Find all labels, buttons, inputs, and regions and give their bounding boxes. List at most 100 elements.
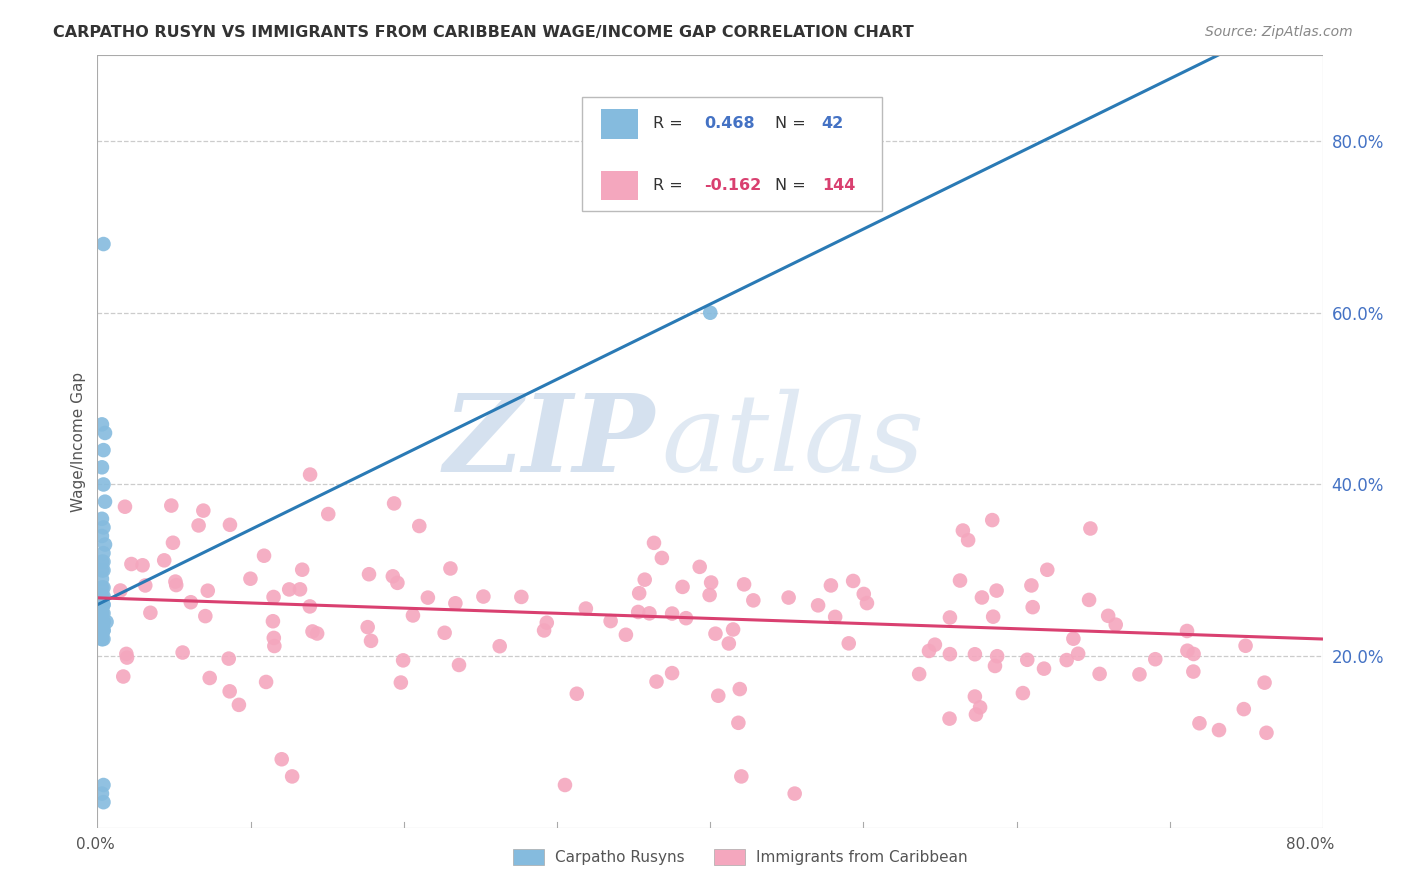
Point	[614, 628, 637, 642]
FancyBboxPatch shape	[602, 171, 638, 201]
Point	[447, 657, 470, 672]
Point	[91, 572, 114, 586]
Point	[93, 589, 115, 603]
Point	[838, 636, 860, 650]
Point	[254, 675, 277, 690]
Point	[91, 512, 114, 526]
Point	[699, 588, 721, 602]
Point	[1253, 675, 1275, 690]
Point	[627, 605, 650, 619]
Point	[416, 591, 439, 605]
Point	[852, 587, 875, 601]
Point	[162, 535, 184, 549]
Point	[643, 536, 665, 550]
Point	[91, 607, 114, 621]
Point	[263, 639, 285, 653]
Point	[778, 591, 800, 605]
Point	[472, 590, 495, 604]
Point	[288, 582, 311, 597]
Point	[1128, 667, 1150, 681]
Text: R =: R =	[652, 117, 688, 131]
Point	[842, 574, 865, 588]
Point	[1021, 600, 1043, 615]
Point	[218, 684, 240, 698]
Point	[963, 647, 986, 661]
Point	[299, 467, 322, 482]
Point	[1233, 702, 1256, 716]
Point	[91, 555, 114, 569]
Point	[433, 625, 456, 640]
Text: 80.0%: 80.0%	[1286, 838, 1334, 852]
Text: 0.0%: 0.0%	[76, 838, 115, 852]
Point	[165, 578, 187, 592]
Point	[193, 503, 215, 517]
Point	[661, 607, 683, 621]
Point	[91, 563, 114, 577]
Point	[91, 598, 114, 612]
Point	[700, 575, 723, 590]
Text: N =: N =	[775, 117, 811, 131]
Point	[93, 563, 115, 577]
Point	[392, 653, 415, 667]
Point	[969, 700, 991, 714]
Point	[389, 675, 412, 690]
Point	[93, 795, 115, 809]
Point	[984, 659, 1007, 673]
Point	[357, 620, 380, 634]
Point	[357, 567, 380, 582]
Point	[1234, 639, 1257, 653]
Point	[307, 626, 329, 640]
Point	[112, 669, 135, 683]
Point	[965, 707, 987, 722]
Point	[160, 499, 183, 513]
Point	[93, 546, 115, 560]
Point	[270, 752, 292, 766]
Point	[1080, 521, 1102, 535]
Point	[198, 671, 221, 685]
Point	[439, 561, 461, 575]
Text: CARPATHO RUSYN VS IMMIGRANTS FROM CARIBBEAN WAGE/INCOME GAP CORRELATION CHART: CARPATHO RUSYN VS IMMIGRANTS FROM CARIBB…	[53, 25, 914, 40]
Point	[408, 519, 430, 533]
Point	[575, 601, 598, 615]
Point	[981, 513, 1004, 527]
Point	[91, 417, 114, 432]
Point	[1078, 593, 1101, 607]
Point	[91, 787, 114, 801]
Point	[1021, 578, 1043, 592]
Point	[91, 581, 114, 595]
Point	[628, 586, 651, 600]
Point	[986, 649, 1008, 664]
Point	[91, 460, 114, 475]
Text: Carpatho Rusyns: Carpatho Rusyns	[555, 850, 685, 864]
Point	[924, 638, 946, 652]
Point	[281, 769, 304, 783]
Point	[93, 598, 115, 612]
Point	[1105, 617, 1128, 632]
Point	[93, 477, 115, 491]
Point	[180, 595, 202, 609]
Point	[301, 624, 323, 639]
Point	[91, 624, 114, 638]
Point	[1012, 686, 1035, 700]
Point	[139, 606, 162, 620]
Point	[91, 607, 114, 621]
Point	[1182, 665, 1205, 679]
Point	[278, 582, 301, 597]
Text: 144: 144	[821, 178, 855, 194]
Point	[93, 615, 115, 629]
Text: Source: ZipAtlas.com: Source: ZipAtlas.com	[1205, 25, 1353, 39]
Point	[1033, 662, 1056, 676]
Point	[93, 520, 115, 534]
Point	[986, 583, 1008, 598]
Point	[533, 624, 555, 638]
Point	[599, 614, 621, 628]
Point	[93, 237, 115, 252]
Point	[291, 563, 314, 577]
Point	[91, 615, 114, 629]
Point	[1067, 647, 1090, 661]
Point	[387, 575, 409, 590]
Text: 42: 42	[821, 117, 844, 131]
Point	[807, 599, 830, 613]
Point	[253, 549, 276, 563]
Point	[721, 623, 744, 637]
